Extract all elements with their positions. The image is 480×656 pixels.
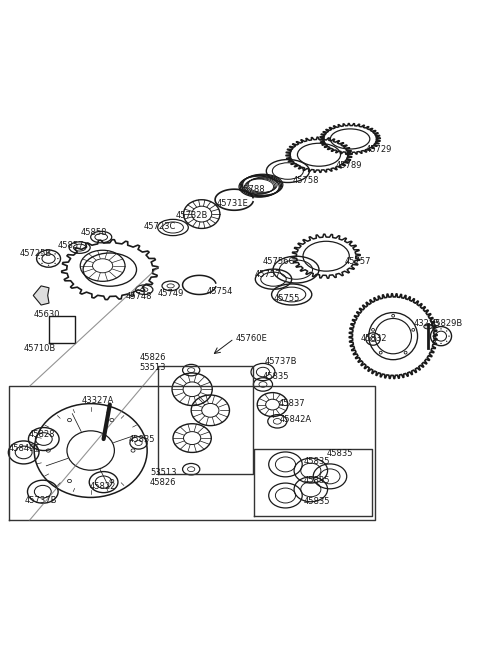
Ellipse shape <box>441 343 442 344</box>
Text: 45832: 45832 <box>360 334 387 343</box>
Text: 45835: 45835 <box>263 373 289 381</box>
Ellipse shape <box>57 258 58 259</box>
Text: 43213: 43213 <box>413 319 440 328</box>
Text: 45723C: 45723C <box>144 222 176 231</box>
Text: 45758: 45758 <box>293 176 319 185</box>
Ellipse shape <box>68 480 72 483</box>
Text: 45710B: 45710B <box>24 344 56 353</box>
Text: 45757: 45757 <box>344 257 371 266</box>
Text: 45789: 45789 <box>336 161 362 170</box>
Text: 45788: 45788 <box>239 185 265 194</box>
Ellipse shape <box>131 449 135 452</box>
Text: 45757: 45757 <box>254 270 281 279</box>
Text: 45737B: 45737B <box>24 496 57 505</box>
Text: 45849T: 45849T <box>8 444 40 453</box>
Text: 45749: 45749 <box>157 289 184 298</box>
Text: 45826
53513: 45826 53513 <box>140 353 166 372</box>
Text: 45842A: 45842A <box>279 415 312 424</box>
Text: 45835: 45835 <box>303 476 330 485</box>
Ellipse shape <box>446 341 447 342</box>
Ellipse shape <box>435 341 436 342</box>
Text: 45829B: 45829B <box>431 319 463 328</box>
Text: 43327A: 43327A <box>82 396 114 405</box>
Text: 53513
45826: 53513 45826 <box>150 468 177 487</box>
Text: 45835: 45835 <box>129 434 156 443</box>
Ellipse shape <box>48 252 49 253</box>
Ellipse shape <box>55 253 56 255</box>
Ellipse shape <box>39 258 40 259</box>
Text: 45835: 45835 <box>303 497 330 506</box>
Text: 45835: 45835 <box>303 457 330 466</box>
Text: 45837: 45837 <box>278 399 305 408</box>
Text: 45754: 45754 <box>206 287 233 296</box>
Text: 45732B: 45732B <box>175 211 208 220</box>
Ellipse shape <box>41 253 42 255</box>
Text: 45755: 45755 <box>274 294 300 303</box>
Ellipse shape <box>424 324 432 329</box>
Text: 45729: 45729 <box>365 146 392 154</box>
Ellipse shape <box>41 263 42 264</box>
Text: 45822: 45822 <box>89 482 116 491</box>
Ellipse shape <box>68 419 72 422</box>
Ellipse shape <box>110 480 114 483</box>
Ellipse shape <box>55 263 56 264</box>
Text: 45748: 45748 <box>125 293 152 301</box>
Text: 45835: 45835 <box>326 449 353 458</box>
Text: 45737B: 45737B <box>265 357 298 366</box>
Text: 45857: 45857 <box>57 241 84 250</box>
Ellipse shape <box>47 449 50 452</box>
Text: 45630: 45630 <box>33 310 60 319</box>
Text: 45725B: 45725B <box>20 249 52 258</box>
Text: 45756C: 45756C <box>263 257 295 266</box>
Ellipse shape <box>48 265 49 266</box>
Ellipse shape <box>110 419 114 422</box>
Ellipse shape <box>432 336 433 337</box>
Text: 45760E: 45760E <box>235 334 267 343</box>
Text: 45828: 45828 <box>28 430 55 439</box>
Polygon shape <box>33 286 49 305</box>
Text: 45731E: 45731E <box>217 199 249 208</box>
Text: 45858: 45858 <box>81 228 108 237</box>
